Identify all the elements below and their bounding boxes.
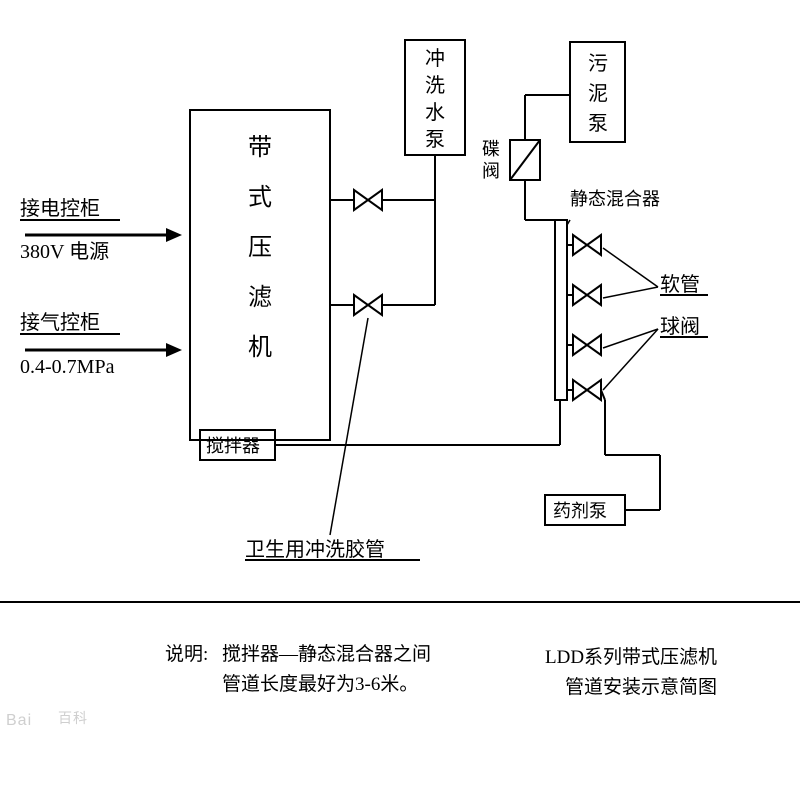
wash-c3: 水	[425, 101, 445, 124]
main-unit-c2: 式	[248, 184, 272, 211]
butterfly-c1: 碟	[482, 139, 500, 159]
watermark-logo: Bai	[6, 712, 32, 730]
pointer-line	[330, 318, 368, 535]
label-air-top: 接气控柜	[20, 311, 100, 334]
valve-icon	[354, 190, 382, 210]
ball-valve-label: 球阀	[660, 315, 700, 338]
butterfly-c2: 阀	[482, 161, 500, 181]
wash-c4: 泵	[425, 129, 445, 151]
note-line1: 搅拌器—静态混合器之间	[222, 643, 431, 665]
sludge-c3: 泵	[588, 113, 608, 135]
valve-row	[567, 235, 601, 400]
title-line2: 管道安装示意简图	[565, 676, 717, 698]
main-unit-c4: 滤	[248, 284, 272, 311]
valve-icon	[354, 295, 382, 315]
main-unit-c5: 机	[248, 334, 272, 361]
input-air-arrow	[25, 343, 182, 357]
title-line1: LDD系列带式压滤机	[545, 646, 717, 668]
note-prefix: 说明:	[165, 643, 208, 665]
watermark-text: 百科	[58, 708, 88, 728]
chem-pump-label: 药剂泵	[553, 501, 607, 521]
wash-c2: 洗	[425, 74, 445, 97]
sanitary-hose-label: 卫生用冲洗胶管	[245, 538, 385, 561]
mixer-label: 搅拌器	[206, 436, 260, 456]
wash-c1: 冲	[425, 47, 445, 70]
input-power-arrow	[25, 228, 182, 242]
main-unit-c1: 带	[248, 134, 272, 161]
sludge-c1: 污	[588, 52, 608, 75]
pointer-line	[603, 248, 658, 287]
static-mixer-label: 静态混合器	[570, 189, 660, 209]
butterfly-valve-box	[510, 140, 540, 180]
static-mixer-bar	[555, 220, 567, 400]
label-power-bottom: 380V 电源	[20, 240, 109, 263]
sludge-c2: 泥	[588, 82, 608, 105]
note-line2: 管道长度最好为3-6米。	[222, 673, 418, 695]
label-power-top: 接电控柜	[20, 197, 100, 220]
main-unit-c3: 压	[248, 235, 272, 261]
label-air-bottom: 0.4-0.7MPa	[20, 356, 115, 378]
pointer-line	[603, 287, 658, 298]
hose-label: 软管	[660, 273, 700, 296]
